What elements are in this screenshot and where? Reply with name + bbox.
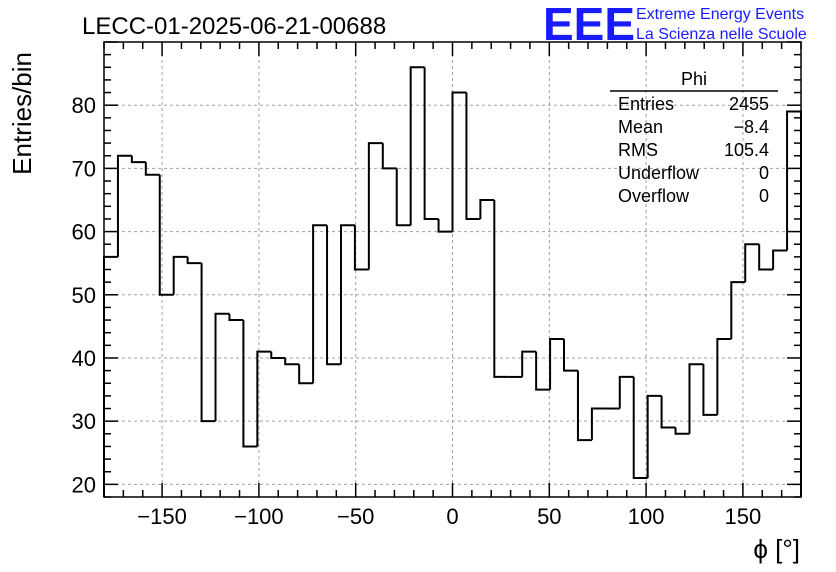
stats-label-underflow: Underflow (618, 163, 700, 183)
y-tick-label-6: 80 (72, 93, 96, 118)
histogram-bin-21 (395, 168, 411, 227)
histogram-bin-16 (326, 225, 341, 366)
histogram-bin-28 (493, 199, 509, 378)
histogram-bin-48 (772, 249, 788, 270)
y-tick-label-5: 70 (72, 156, 96, 181)
histogram-bin-20 (381, 143, 397, 170)
axis-ticks (103, 41, 802, 498)
stats-label-mean: Mean (618, 117, 663, 137)
x-tick-label-2: −50 (337, 504, 374, 529)
histogram-bin-19 (367, 142, 383, 270)
x-tick-label-4: 50 (537, 504, 561, 529)
histogram-bin-11 (256, 350, 272, 447)
histogram-bin-9 (228, 313, 244, 322)
y-tick-label-1: 30 (72, 409, 96, 434)
histogram-bin-1 (116, 154, 132, 257)
histogram-bin-4 (158, 174, 174, 296)
stats-rows: Entries 2455 Mean −8.4 RMS 105.4 Underflow 0 Ove… (618, 94, 769, 206)
histogram-bin-47 (758, 244, 774, 271)
histogram-bin-39 (646, 394, 662, 479)
x-axis-label: ϕ [°] (753, 534, 800, 564)
logo-mark: EEE (543, 0, 635, 50)
histogram-bin-14 (298, 364, 314, 385)
histogram-bin-35 (590, 407, 606, 441)
histogram-bin-43 (702, 364, 718, 416)
histogram-bin-30 (521, 350, 537, 377)
histogram-bin-38 (632, 376, 648, 480)
histogram-bin-0 (103, 255, 118, 497)
stats-value-rms: 105.4 (724, 140, 769, 160)
y-tick-label-3: 50 (72, 283, 96, 308)
stats-label-entries: Entries (618, 94, 674, 114)
histogram-bin-3 (144, 162, 160, 176)
histogram-bin-13 (284, 357, 300, 366)
histogram-bin-40 (660, 395, 676, 429)
stats-value-mean: −8.4 (733, 117, 769, 137)
histogram-bin-32 (549, 338, 565, 390)
y-tick-label-0: 20 (72, 472, 96, 497)
histogram-bin-34 (576, 370, 592, 442)
histogram-bin-22 (409, 66, 425, 226)
y-axis-label: Entries/bin (7, 52, 37, 175)
histogram-bin-45 (730, 281, 746, 340)
x-tick-label-0: −150 (137, 504, 187, 529)
stats-box: Phi Entries 2455 Mean −8.4 RMS 105.4 Underflow… (610, 69, 778, 206)
histogram-bin-12 (270, 351, 286, 359)
histogram-bin-5 (172, 255, 188, 295)
histogram-bin-33 (563, 339, 578, 372)
x-tick-label-5: 100 (628, 504, 665, 529)
x-tick-label-6: 150 (725, 504, 762, 529)
histogram-bin-41 (674, 427, 690, 435)
y-tick-label-2: 40 (72, 346, 96, 371)
histogram-bin-26 (465, 92, 481, 220)
histogram-bin-6 (186, 256, 202, 265)
histogram-bin-8 (214, 312, 230, 422)
stats-value-entries: 2455 (729, 94, 769, 114)
stats-label-rms: RMS (618, 140, 658, 160)
histogram-bin-25 (451, 91, 467, 232)
stats-label-overflow: Overflow (618, 186, 690, 206)
histogram-series (103, 66, 802, 497)
stats-value-underflow: 0 (759, 163, 769, 183)
histogram-bin-23 (423, 67, 439, 220)
y-tick-label-4: 60 (72, 220, 96, 245)
eee-logo: EEE Extreme Energy Events La Scienza nel… (543, 0, 807, 50)
stats-value-overflow: 0 (759, 186, 769, 206)
histogram-bin-2 (130, 155, 146, 164)
histogram-bin-49 (786, 110, 802, 497)
histogram-bin-7 (200, 263, 216, 423)
chart-title: LECC-01-2025-06-21-00688 (82, 13, 386, 40)
logo-line2: La Scienza nelle Scuole (636, 26, 807, 43)
histogram-bin-10 (242, 320, 258, 448)
histogram-bin-24 (437, 218, 453, 233)
histogram-bin-17 (339, 224, 355, 365)
stats-box-title: Phi (681, 69, 707, 89)
tick-labels: −150 −100 −50 0 50 100 150 20 30 40 50 60 70 80 (72, 93, 762, 529)
x-tick-label-3: 0 (446, 504, 458, 529)
histogram-bin-15 (312, 224, 328, 384)
histogram-bin-27 (479, 198, 495, 219)
histogram-bin-31 (535, 351, 551, 391)
histogram-bin-42 (688, 363, 704, 434)
histogram-bin-46 (744, 243, 760, 283)
histogram-bin-44 (716, 338, 732, 415)
histogram-bin-37 (618, 375, 634, 409)
x-tick-label-1: −100 (234, 504, 284, 529)
histogram-bin-18 (353, 225, 369, 271)
logo-line1: Extreme Energy Events (636, 6, 804, 23)
